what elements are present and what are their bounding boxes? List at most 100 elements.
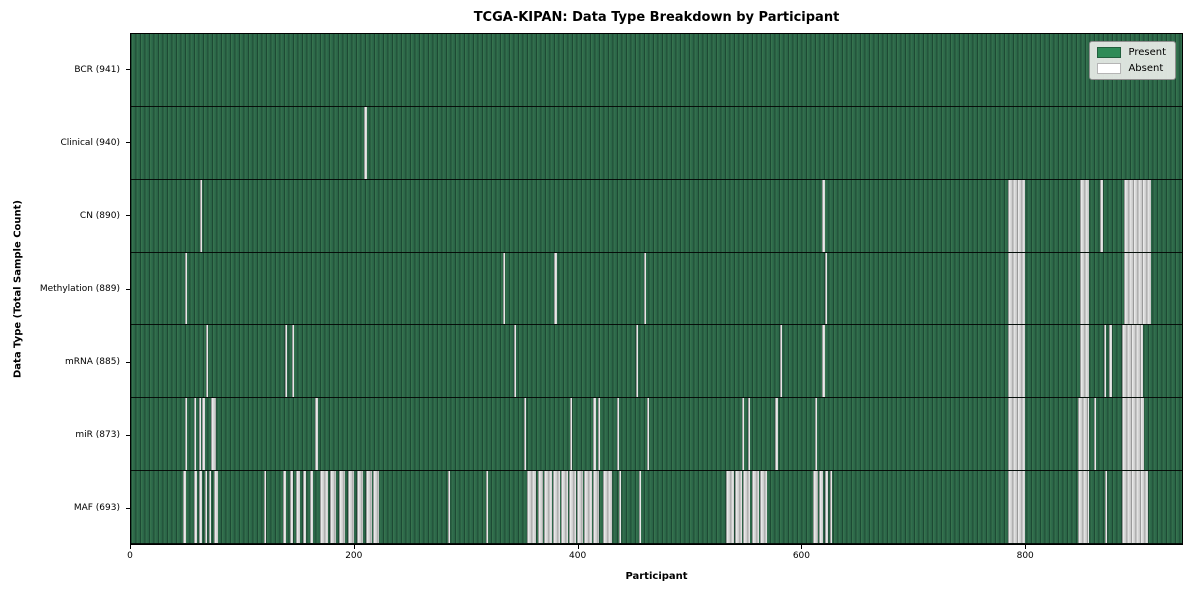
absent-segment (347, 471, 355, 544)
absent-segment (747, 398, 750, 471)
absent-segment (213, 471, 219, 544)
absent-segment (593, 398, 596, 471)
absent-segment (291, 325, 295, 398)
row-maf (131, 471, 1182, 545)
absent-segment (1080, 252, 1090, 325)
absent-swatch-icon (1097, 63, 1122, 74)
x-tick-label: 200 (345, 551, 363, 561)
x-tick-labels: 0 200 400 600 800 (127, 545, 1183, 569)
absent-segment (619, 471, 622, 544)
absent-segment (553, 471, 560, 544)
legend-absent-label: Absent (1128, 63, 1164, 74)
absent-segment (199, 471, 203, 544)
absent-segment (1007, 252, 1025, 325)
absent-segment (502, 252, 506, 325)
chart-title: TCGA-KIPAN: Data Type Breakdown by Parti… (473, 10, 840, 25)
absent-segment (1100, 179, 1103, 252)
y-tick-mark (126, 142, 130, 144)
absent-segment (751, 471, 759, 544)
absent-segment (1007, 398, 1025, 471)
y-tick-label-maf: MAF (693) (73, 503, 120, 514)
absent-segment (209, 471, 212, 544)
y-tick-label-mrna: mRNA (885) (65, 357, 120, 368)
absent-segment (819, 471, 824, 544)
absent-segment (759, 471, 767, 544)
absent-segment (202, 398, 205, 471)
legend-present-label: Present (1128, 47, 1166, 58)
absent-segment (285, 325, 288, 398)
absent-segment (205, 325, 209, 398)
absent-segment (544, 471, 553, 544)
y-tick-mark (126, 434, 130, 436)
absent-segment (824, 471, 828, 544)
absent-segment (193, 471, 197, 544)
absent-segment (822, 325, 825, 398)
absent-segment (315, 398, 318, 471)
absent-segment (296, 471, 300, 544)
absent-segment (569, 398, 573, 471)
absent-segment (743, 471, 750, 544)
absent-segment (1109, 325, 1112, 398)
x-tick-mark (577, 545, 579, 549)
row-methylation (131, 252, 1182, 326)
y-tick-mark (126, 507, 130, 509)
absent-segment (824, 252, 827, 325)
y-tick-mark (126, 69, 130, 71)
absent-segment (603, 471, 613, 544)
absent-segment (1078, 471, 1090, 544)
x-tick-label: 0 (127, 551, 133, 561)
row-clinical (131, 106, 1182, 180)
absent-segment (1123, 179, 1151, 252)
x-axis-label: Participant (625, 571, 688, 582)
absent-segment (735, 471, 742, 544)
y-tick-label-methylation: Methylation (889) (39, 284, 120, 294)
absent-segment (1103, 325, 1107, 398)
absent-segment (211, 398, 216, 471)
y-tick-mark (126, 361, 130, 363)
row-mrna (131, 325, 1182, 399)
legend: Present Absent (1089, 41, 1176, 80)
absent-segment (1123, 252, 1151, 325)
absent-segment (1121, 325, 1143, 398)
absent-segment (830, 471, 833, 544)
x-tick-label: 600 (792, 551, 810, 561)
x-tick-label: 800 (1016, 551, 1034, 561)
absent-segment (1007, 179, 1025, 252)
absent-segment (524, 398, 527, 471)
absent-segment (554, 252, 557, 325)
absent-segment (303, 471, 307, 544)
absent-segment (1078, 398, 1090, 471)
absent-segment (364, 106, 367, 179)
x-tick-mark (130, 545, 131, 549)
absent-segment (1121, 471, 1149, 544)
absent-segment (486, 471, 489, 544)
y-tick-labels: BCR (941) Clinical (940) CN (890) Methylati… (0, 33, 130, 545)
absent-segment (184, 252, 187, 325)
absent-segment (813, 471, 818, 544)
present-swatch-icon (1097, 47, 1122, 58)
absent-segment (1121, 398, 1145, 471)
absent-segment (289, 471, 293, 544)
absent-segment (1007, 471, 1025, 544)
absent-segment (568, 471, 576, 544)
row-cn (131, 179, 1182, 253)
absent-segment (282, 471, 287, 544)
absent-segment (365, 471, 373, 544)
absent-segment (1007, 325, 1025, 398)
absent-segment (193, 398, 196, 471)
absent-segment (616, 398, 620, 471)
row-mir (131, 398, 1182, 472)
absent-segment (263, 471, 267, 544)
y-tick-label-clinical: Clinical (940) (60, 137, 120, 148)
absent-segment (319, 471, 328, 544)
y-tick-label-cn: CN (890) (79, 210, 120, 221)
absent-segment (514, 325, 517, 398)
absent-segment (779, 325, 783, 398)
plot-area: Present Absent (130, 33, 1183, 545)
absent-segment (184, 398, 187, 471)
x-tick-mark (1025, 545, 1027, 549)
absent-segment (309, 471, 314, 544)
x-tick-mark (353, 545, 355, 549)
x-tick-mark (801, 545, 803, 549)
